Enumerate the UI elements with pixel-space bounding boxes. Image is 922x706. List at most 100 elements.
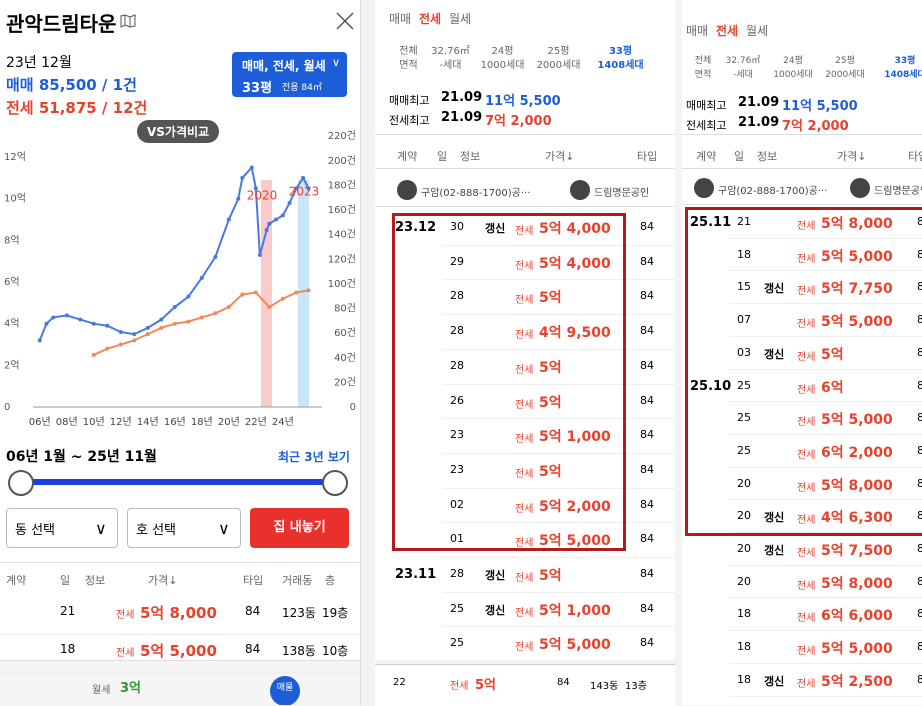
tab[interactable]: 전세 [419,12,442,26]
y2-tick-label: 40건 [334,352,356,364]
deal-kind: 전세 [797,482,816,494]
recent-button[interactable]: 최근 3년 보기 [278,450,350,464]
tab[interactable]: 전세 [716,24,739,38]
row-divider [729,237,922,239]
price-point [199,315,204,320]
price: 5억 7,750 [821,281,893,298]
floor: 19층 [322,606,349,620]
agent-avatar [570,180,590,200]
table-header: 가격↓ [837,150,867,163]
price: 5억 5,000 [821,641,893,658]
price: 5억 [821,346,844,363]
y2-tick-label: 60건 [334,327,356,339]
price: 5억 5,000 [140,642,217,660]
day: 28 [450,358,464,372]
table-header: 타입 [243,574,264,587]
type: 84 [917,443,922,457]
type: 84 [917,378,922,392]
deal-kind: 전세 [515,260,534,272]
price: 5억 8,000 [821,575,893,592]
x-tick-label: 18년 [191,416,213,428]
day: 18 [737,640,751,654]
deal-kind: 전세 [450,681,469,692]
note: 갱신 [485,603,506,617]
price: 5억 [539,568,562,584]
area-count: 1000세대 [480,60,525,71]
price-point [51,315,56,320]
ho-label: 호 선택 [136,523,177,538]
compare-pill[interactable]: VS가격비교 [137,120,220,143]
row-divider [729,303,922,305]
table-header: 층 [325,574,336,587]
price: 5억 2,000 [539,498,611,515]
highlight-box [685,207,922,536]
day: 21 [60,604,76,618]
tab[interactable]: 매매 [389,12,412,26]
row-divider [442,418,675,420]
table-header: 계약 [6,574,27,587]
price-point [226,217,231,222]
price-point [267,221,272,226]
divider [375,168,675,169]
type: 84 [917,672,922,686]
ho-select[interactable]: 호 선택 ∨ [127,508,241,548]
price-point [294,186,299,191]
tab[interactable]: 매매 [686,24,709,38]
highlight-band [261,180,272,407]
deal-kind: 전세 [515,364,534,376]
chart: 0 2억 4억 6억 8억 10억 12억 0 20건 40건 60건 80건 100건 120건 140건… [4,130,356,428]
deal-kind: 전세 [797,351,816,363]
type: 84 [640,497,654,511]
area-name: 24평 [491,46,514,57]
dong-select[interactable]: 동 선택 ∨ [6,508,118,548]
y2-tick-label: 0 [350,402,356,413]
deal-kind: 전세 [797,221,816,232]
filter-button[interactable]: 매매, 전세, 월세 ∨ 33평 전용 84㎡ [232,52,347,97]
slider-handle[interactable] [8,470,34,496]
price-point [172,305,177,310]
price-point [159,325,164,330]
tab[interactable]: 월세 [449,12,472,26]
table-header: 가격↓ [148,574,178,587]
x-tick-label: 06년 [29,416,51,428]
price-point [159,317,164,322]
slider-track [20,479,338,485]
row-divider [729,401,922,403]
agent-name: 구암(02-888-1700)공··· [421,188,531,199]
day: 18 [737,672,751,686]
close-button[interactable] [336,12,354,30]
price-point [37,338,42,343]
agent-avatar [850,178,870,198]
y2-tick-label: 160건 [328,204,356,216]
sell-button[interactable]: 집 내놓기 [250,508,349,548]
row-divider [729,532,922,533]
table-header: 계약 [696,150,717,163]
type: 84 [557,677,570,688]
row-divider [729,335,922,337]
tab[interactable]: 월세 [746,24,769,38]
table-header: 타입 [908,150,922,163]
note: 갱신 [764,511,785,525]
slider-handle[interactable] [322,470,348,496]
area-count: 면적 [399,60,418,71]
listing-fab[interactable]: 매물 [270,676,300,705]
type: 84 [917,313,922,327]
price: 5억 5,000 [821,412,893,429]
divider [682,168,922,169]
price: 6억 6,000 [821,608,893,625]
deal-kind: 전세 [797,384,816,396]
price-point [132,332,137,337]
type: 84 [640,532,654,546]
x-tick-label: 24년 [272,416,294,428]
price: 5억 8,000 [821,216,893,232]
day: 26 [450,393,464,407]
area-count: 1408세대 [597,60,644,71]
deal-kind: 전세 [515,295,534,307]
day: 20 [737,476,751,490]
day: 25 [450,636,464,650]
day: 23 [450,462,464,476]
divider [682,204,922,205]
type: 84 [640,567,654,580]
type: 84 [640,428,654,442]
